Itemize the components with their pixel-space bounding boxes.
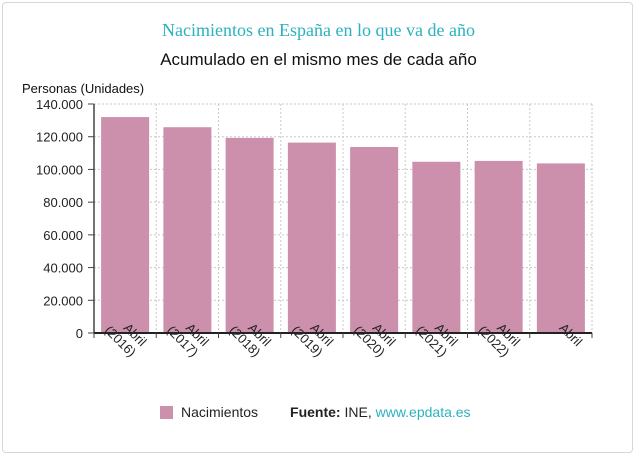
y-tick-label: 80.000	[43, 195, 83, 210]
source-label: Fuente:	[290, 404, 341, 420]
source-note: Fuente: INE, www.epdata.es	[290, 404, 471, 420]
y-tick-label: 20.000	[43, 293, 83, 308]
bar[interactable]	[474, 160, 523, 333]
y-tick-label: 120.000	[36, 130, 83, 145]
y-tick-label: 40.000	[43, 261, 83, 276]
y-tick-label: 100.000	[36, 162, 83, 177]
bar[interactable]	[101, 117, 150, 333]
legend: Nacimientos Fuente: INE, www.epdata.es	[160, 404, 471, 420]
bar[interactable]	[412, 161, 461, 333]
chart-subtitle: Acumulado en el mismo mes de cada año	[160, 50, 477, 69]
bar[interactable]	[536, 163, 585, 333]
bar[interactable]	[163, 127, 212, 333]
y-tick-label: 60.000	[43, 228, 83, 243]
bar[interactable]	[287, 142, 336, 333]
grid-lines	[94, 103, 593, 333]
axes	[88, 103, 593, 338]
bar[interactable]	[225, 137, 274, 333]
bar[interactable]	[350, 147, 399, 333]
source-link[interactable]: www.epdata.es	[375, 404, 471, 420]
legend-label: Nacimientos	[181, 404, 259, 420]
bars	[101, 117, 585, 333]
y-tick-labels: 0 20.000 40.000 60.000 80.000 100.000 120.000 1…	[36, 97, 83, 341]
y-tick-label: 140.000	[36, 97, 83, 112]
chart-title: Nacimientos en España en lo que va de añ…	[162, 20, 475, 40]
source-text: INE,	[340, 404, 376, 420]
legend-swatch	[160, 405, 173, 419]
y-axis-label: Personas (Unidades)	[22, 81, 144, 96]
y-tick-label: 0	[76, 326, 83, 341]
